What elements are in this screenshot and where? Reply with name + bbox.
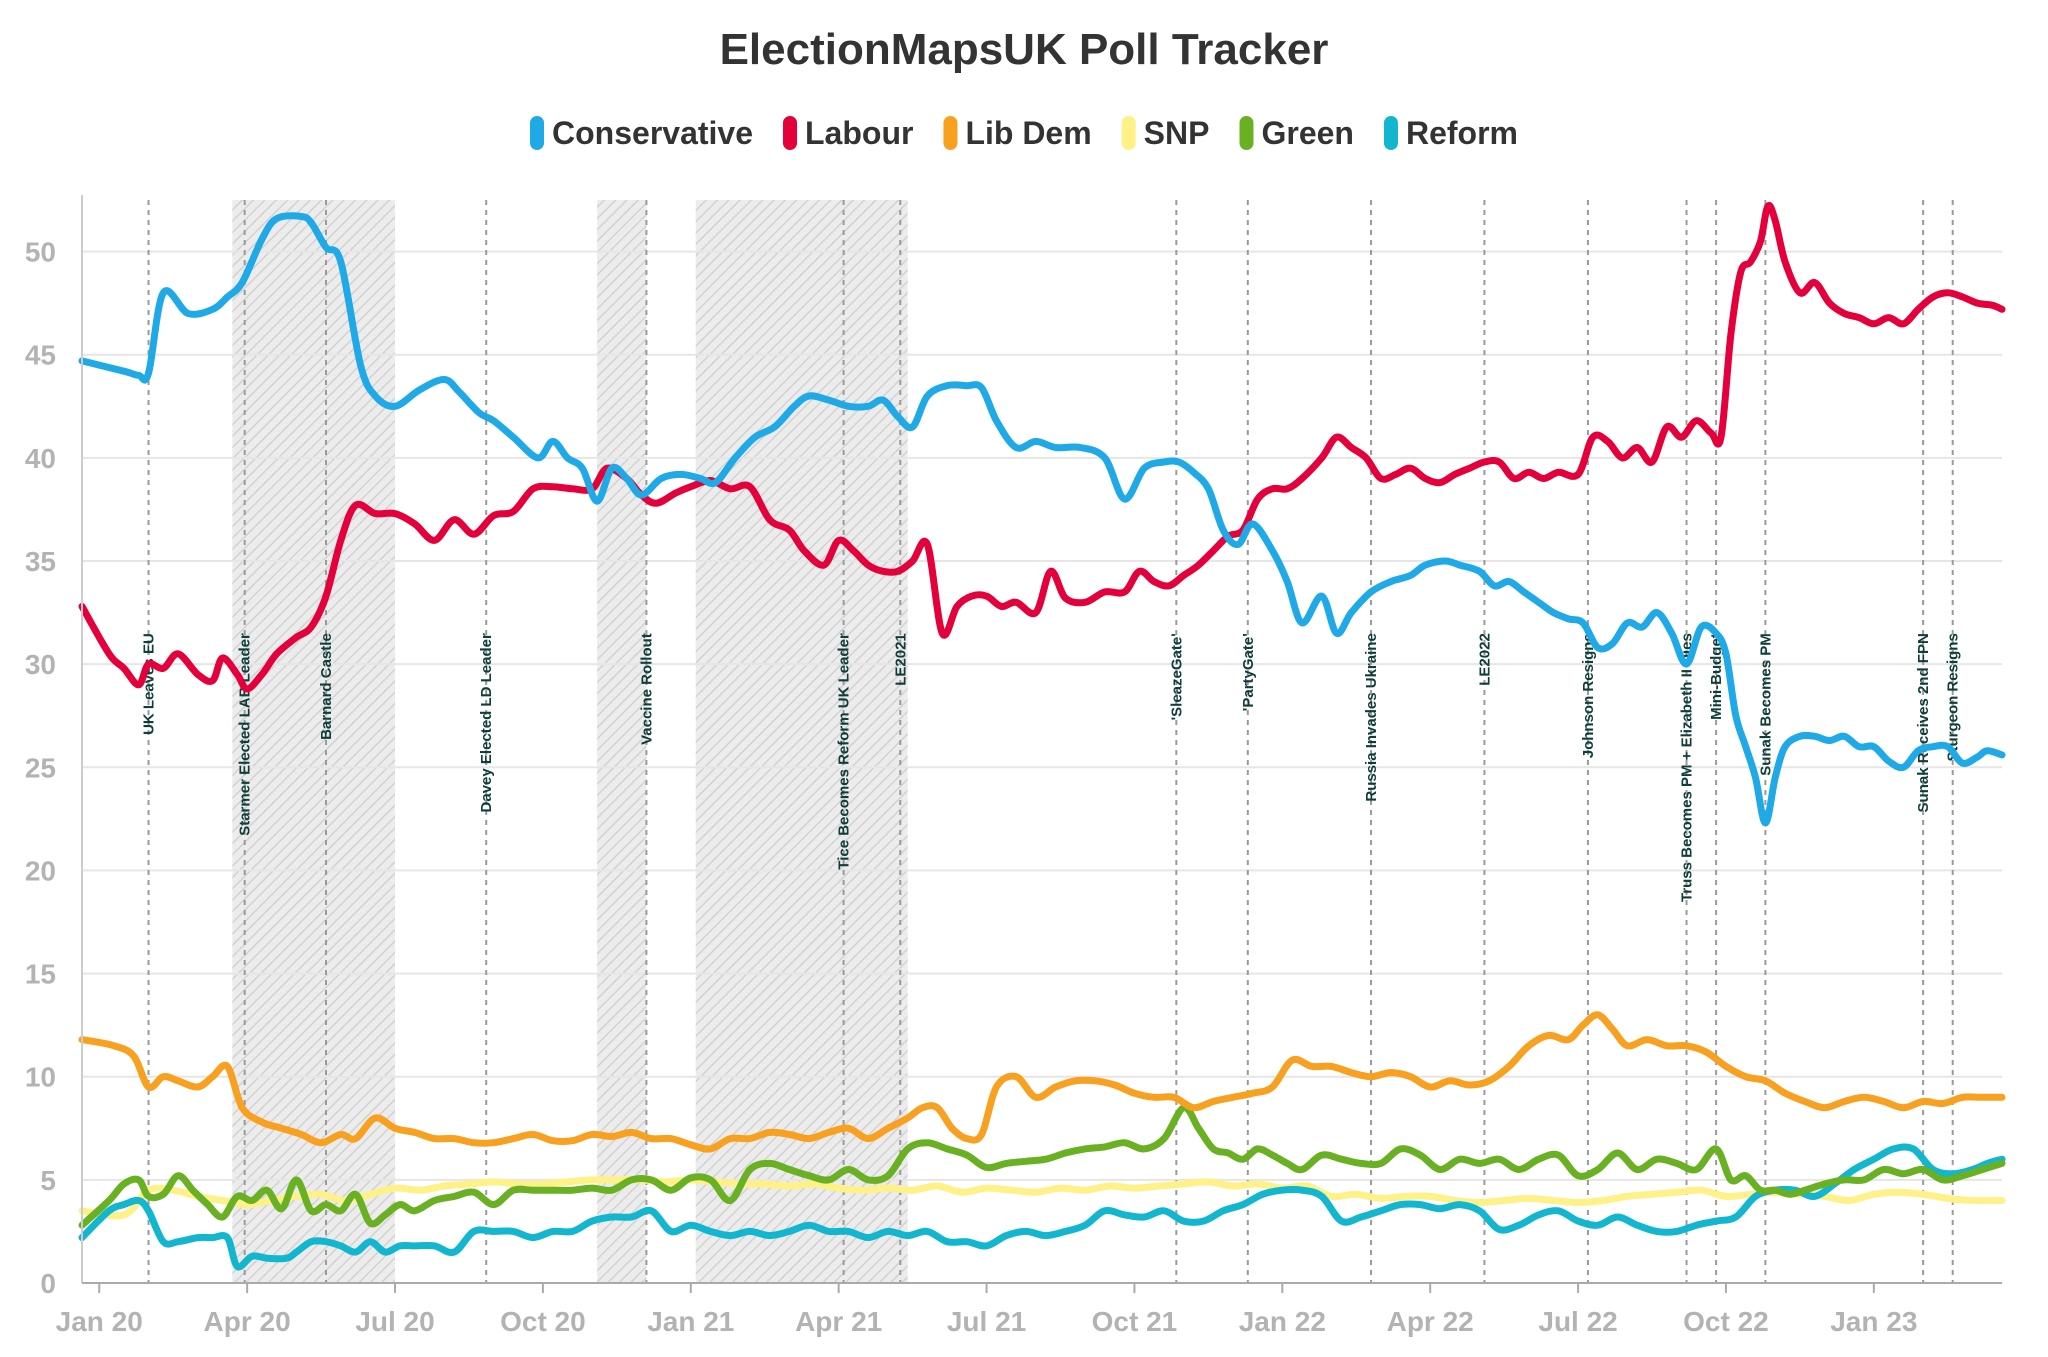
x-tick-label-jan-21: Jan 21 <box>647 1306 734 1337</box>
y-tick-label-20: 20 <box>25 855 56 886</box>
event-label-russia-invades-ukraine: Russia Invades Ukraine <box>1363 633 1380 801</box>
event-label-davey-elected-ld-leader: Davey Elected LD Leader <box>478 633 495 812</box>
legend-label-lib-dem: Lib Dem <box>965 115 1091 151</box>
y-tick-label-0: 0 <box>40 1268 56 1299</box>
event-markers: UK Leaves EU Starmer Elected LAB Leader Ba… <box>141 200 1962 1283</box>
series-lines <box>78 201 2006 1271</box>
legend-swatch-labour <box>783 116 798 150</box>
y-tick-label-10: 10 <box>25 1062 56 1093</box>
event-label-vaccine-rollout: Vaccine Rollout <box>638 633 655 745</box>
legend-item-labour: Labour <box>783 115 913 151</box>
legend-label-green: Green <box>1261 115 1353 151</box>
event-label-sunak-becomes-pm: Sunak Becomes PM <box>1757 633 1774 776</box>
legend-label-conservative: Conservative <box>552 115 753 151</box>
x-tick-label-jan-23: Jan 23 <box>1830 1306 1917 1337</box>
series-line-lib-dem <box>78 1011 2006 1153</box>
legend-swatch-green <box>1239 116 1254 150</box>
event-label-starmer-elected-lab-leader: Starmer Elected LAB Leader <box>237 633 254 836</box>
legend-item-green: Green <box>1239 115 1354 151</box>
axes: 0 5 10 15 20 25 30 35 40 45 50 Jan 20 Apr 20 Jul 20 Oc… <box>25 195 2002 1337</box>
x-tick-label-jul-20: Jul 20 <box>355 1306 434 1337</box>
event-label-mini-budget: Mini-Budget <box>1708 633 1725 720</box>
legend-swatch-reform <box>1383 116 1398 150</box>
x-tick-label-jul-22: Jul 22 <box>1538 1306 1617 1337</box>
legend-item-conservative: Conservative <box>530 115 753 151</box>
x-tick-label-apr-20: Apr 20 <box>204 1306 291 1337</box>
y-tick-label-15: 15 <box>25 959 56 990</box>
shaded-periods <box>232 200 908 1283</box>
series-line-green <box>78 1104 2006 1229</box>
legend-item-lib-dem: Lib Dem <box>943 115 1092 151</box>
event-label-tice-becomes-reform-uk-leader: Tice Becomes Reform UK Leader <box>836 633 853 870</box>
event-label-sturgeon-resigns: Sturgeon Resigns <box>1945 633 1962 761</box>
event-label-johnson-resigns: Johnson Resigns <box>1580 633 1597 758</box>
chart-title: ElectionMapsUK Poll Tracker <box>720 25 1329 74</box>
legend-item-snp: SNP <box>1121 115 1210 151</box>
legend-swatch-conservative <box>530 116 545 150</box>
legend-swatch-lib-dem <box>943 116 958 150</box>
legend-label-reform: Reform <box>1406 115 1518 151</box>
series-line-reform <box>78 1143 2006 1271</box>
series-line-snp <box>78 1176 2006 1220</box>
legend-label-snp: SNP <box>1144 115 1210 151</box>
y-tick-label-25: 25 <box>25 752 56 783</box>
gridlines <box>82 250 2002 1181</box>
event-label-sunak-receives-2nd-fpn: Sunak Receives 2nd FPN <box>1915 633 1932 812</box>
event-label-barnard-castle: Barnard Castle <box>318 633 335 740</box>
legend: Conservative Labour Lib Dem SNP Green Reform <box>530 115 1518 151</box>
event-label-le2021: LE2021 <box>892 633 909 686</box>
shaded-period-2 <box>597 200 647 1283</box>
legend-item-reform: Reform <box>1383 115 1518 151</box>
x-tick-label-oct-22: Oct 22 <box>1683 1306 1769 1337</box>
y-tick-label-35: 35 <box>25 546 56 577</box>
y-tick-label-45: 45 <box>25 340 56 371</box>
legend-swatch-snp <box>1121 116 1136 150</box>
series-line-conservative <box>78 212 2006 827</box>
event-label-sleazegate: 'SleazeGate' <box>1168 633 1185 720</box>
x-tick-label-apr-21: Apr 21 <box>795 1306 882 1337</box>
event-label-partygate: 'PartyGate' <box>1240 633 1257 711</box>
y-tick-label-40: 40 <box>25 443 56 474</box>
x-tick-label-jan-22: Jan 22 <box>1239 1306 1326 1337</box>
x-tick-label-jan-20: Jan 20 <box>56 1306 143 1337</box>
y-tick-label-5: 5 <box>40 1165 56 1196</box>
x-tick-label-oct-20: Oct 20 <box>500 1306 586 1337</box>
x-tick-label-jul-21: Jul 21 <box>947 1306 1026 1337</box>
event-label-le2022: LE2022 <box>1476 633 1493 686</box>
shaded-period-3 <box>695 200 908 1283</box>
x-tick-label-apr-22: Apr 22 <box>1387 1306 1474 1337</box>
legend-label-labour: Labour <box>805 115 913 151</box>
series-line-labour <box>78 201 2006 693</box>
event-label-uk-leaves-eu: UK Leaves EU <box>141 633 158 735</box>
y-tick-label-30: 30 <box>25 649 56 680</box>
x-tick-label-oct-21: Oct 21 <box>1092 1306 1178 1337</box>
y-tick-label-50: 50 <box>25 237 56 268</box>
event-label-truss-becomes-pm-elizabeth-ii-dies: Truss Becomes PM + Elizabeth II Dies <box>1679 633 1696 902</box>
